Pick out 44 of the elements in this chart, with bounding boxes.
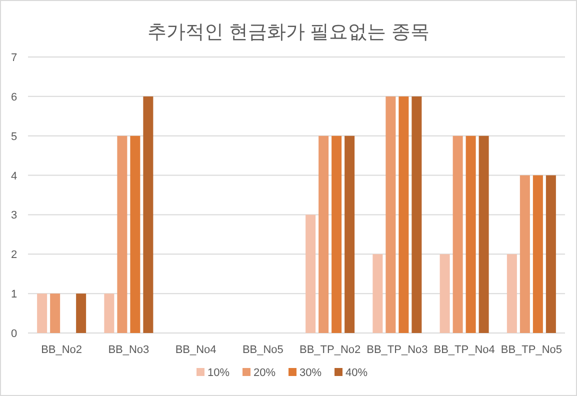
bar xyxy=(332,136,342,333)
y-tick-label: 3 xyxy=(10,210,18,222)
x-tick-label: BB_No4 xyxy=(175,344,216,356)
y-tick-label: 7 xyxy=(10,52,18,64)
bar xyxy=(318,136,329,333)
bar xyxy=(117,136,128,333)
y-tick-label: 0 xyxy=(10,328,18,340)
x-tick-label: BB_TP_No5 xyxy=(500,344,562,356)
y-tick-label: 4 xyxy=(10,170,18,182)
x-tick-label: BB_No3 xyxy=(108,344,150,356)
y-tick-label: 1 xyxy=(10,288,18,301)
y-tick-label: 2 xyxy=(10,249,18,262)
bar xyxy=(104,294,114,333)
bar xyxy=(50,294,60,333)
chart-title: 추가적인 현금화가 필요없는 종목 xyxy=(148,22,430,43)
bar xyxy=(546,175,556,333)
y-tick-label: 5 xyxy=(10,130,18,143)
x-tick-label: BB_TP_No3 xyxy=(366,344,428,356)
bar xyxy=(478,136,489,333)
bar xyxy=(466,136,476,333)
x-tick-label: BB_TP_No4 xyxy=(434,344,495,356)
bar xyxy=(372,254,383,333)
bar xyxy=(143,96,154,333)
bar xyxy=(344,136,355,333)
bar xyxy=(130,136,140,333)
y-tick-label: 6 xyxy=(10,91,18,104)
bar xyxy=(440,254,450,333)
bar xyxy=(398,96,409,333)
x-tick-label: BB_No5 xyxy=(242,344,284,356)
legend-label: 20% xyxy=(254,367,276,379)
bar xyxy=(506,254,517,333)
bar xyxy=(306,214,316,333)
legend-label: 10% xyxy=(208,367,230,379)
x-tick-label: BB_No2 xyxy=(41,344,82,356)
bar xyxy=(520,175,530,333)
bar xyxy=(76,294,86,333)
bar xyxy=(452,136,463,333)
bar xyxy=(532,175,543,333)
legend-label: 40% xyxy=(346,367,368,379)
bar xyxy=(37,294,48,333)
bar xyxy=(386,96,396,333)
bar xyxy=(412,96,422,333)
x-tick-label: BB_TP_No2 xyxy=(299,344,361,356)
legend-label: 30% xyxy=(300,367,322,379)
